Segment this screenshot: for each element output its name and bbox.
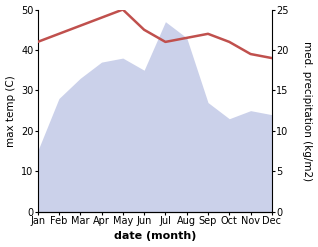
X-axis label: date (month): date (month)	[114, 231, 196, 242]
Y-axis label: max temp (C): max temp (C)	[5, 75, 16, 146]
Y-axis label: med. precipitation (kg/m2): med. precipitation (kg/m2)	[302, 41, 313, 181]
